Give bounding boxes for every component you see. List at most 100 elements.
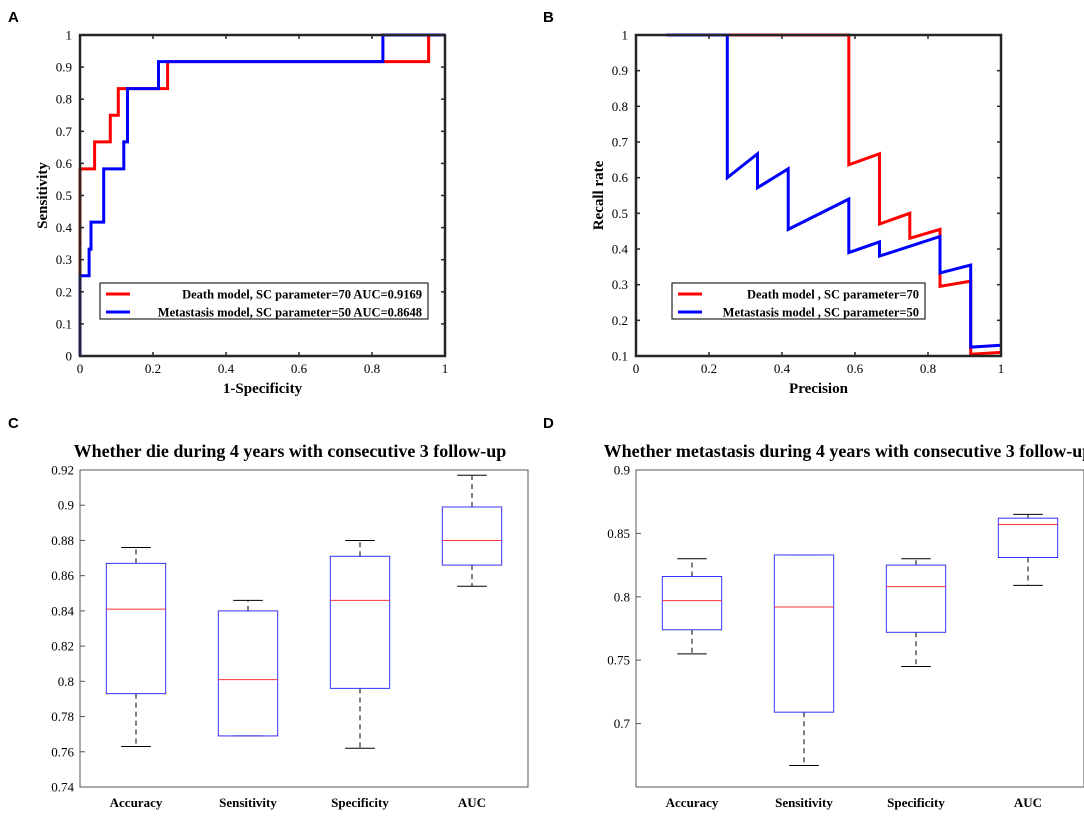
x-tick-label: 1 [442,361,449,376]
x-axis-label: Precision [789,381,849,397]
y-tick-label: 0.92 [51,463,74,478]
box-accuracy: Accuracy [661,558,723,810]
y-tick-label: 0.3 [56,252,72,267]
y-tick-label: 0.76 [51,744,74,759]
y-tick-label: 0.9 [58,498,74,513]
y-tick-label: 0.86 [51,568,74,583]
x-tick-label: 0.6 [847,361,864,376]
panel-b: 0 0.2 0.4 0.6 0.8 1 0.1 0.2 0.3 0.4 0.5 0.6 0.7 0.8 0.… [591,28,1004,398]
y-tick-label: 0.9 [612,63,628,78]
panel-a: 0 0.2 0.4 0.6 0.8 1 0 0.1 0.2 0.3 0.4 0.5 0.6 0.7 0.8 0… [35,28,448,398]
x-axis-label: 1-Specificity [223,381,303,397]
legend-label-2: Metastasis model, SC parameter=50 AUC=0.… [158,306,422,320]
y-tick-label: 0.1 [612,349,628,364]
legend: Death model, SC parameter=70 AUC=0.9169 M… [99,282,429,320]
y-tick-label: 0.4 [612,242,629,257]
box-accuracy: Accuracy [105,546,167,810]
panel-letter-b: B [543,9,554,26]
y-tick-label: 0.4 [56,220,73,235]
y-axis-label: Recall rate [591,160,607,230]
y-tick-label: 0.1 [56,316,72,331]
axes-frame [79,469,529,788]
iqr-box [773,554,835,713]
x-category-label: Sensitivity [219,795,277,810]
y-tick-label: 0.75 [607,653,630,668]
y-tick-label: 0.2 [612,313,628,328]
box-specificity: Specificity [329,539,391,810]
y-tick-label: 1 [66,28,73,43]
y-tick-label: 0.3 [612,277,628,292]
y-tick-label: 0.5 [56,188,72,203]
x-tick-label: 0.8 [364,361,380,376]
y-tick-label: 0.8 [58,674,74,689]
y-tick-label: 0.6 [56,156,73,171]
y-tick-label: 0.7 [56,124,73,139]
y-tick-label: 0.74 [51,780,74,795]
x-tick-label: 0.2 [145,361,161,376]
iqr-box [329,555,391,689]
y-tick-label: 0.82 [51,639,74,654]
box-sensitivity: Sensitivity [217,599,279,810]
x-tick-label: 0 [77,361,84,376]
y-tick-label: 0.8 [614,589,630,604]
legend-label-1: Death model , SC parameter=70 [747,288,919,302]
box-specificity: Specificity [885,558,947,810]
x-tick-label: 1 [998,361,1005,376]
iqr-box [885,564,947,633]
legend-box [671,282,926,320]
x-category-label: Accuracy [666,795,719,810]
panel-title: Whether metastasis during 4 years with c… [604,441,1084,461]
iqr-box [997,517,1059,558]
x-tick-label: 0.4 [218,361,235,376]
x-category-label: Accuracy [110,795,163,810]
x-tick-label: 0.2 [701,361,717,376]
y-tick-label: 0.85 [607,526,630,541]
panel-letter-d: D [543,415,554,432]
y-tick-label: 0.8 [56,92,72,107]
iqr-box [441,506,503,566]
panel-letter-a: A [8,9,19,26]
series-line-2 [666,33,1002,349]
legend-label-1: Death model, SC parameter=70 AUC=0.9169 [182,288,422,302]
legend: Death model , SC parameter=70 Metastasis … [671,282,926,320]
series-line-2 [78,33,445,356]
legend-label-2: Metastasis model , SC parameter=50 [723,306,919,320]
panel-letter-c: C [8,415,19,432]
y-tick-label: 0 [66,349,73,364]
x-tick-label: 0.6 [291,361,308,376]
y-tick-label: 0.88 [51,533,74,548]
x-tick-label: 0.8 [920,361,936,376]
box-sensitivity: Sensitivity [773,554,835,810]
y-tick-label: 1 [622,28,629,43]
y-tick-label: 0.8 [612,99,628,114]
y-tick-label: 0.84 [51,603,74,618]
x-category-label: Specificity [331,795,389,810]
y-tick-label: 0.7 [612,135,629,150]
box-auc: AUC [441,474,503,810]
x-category-label: AUC [458,795,486,810]
y-tick-label: 0.9 [56,60,72,75]
y-tick-label: 0.7 [614,716,631,731]
axes-frame [634,33,1003,358]
legend-box [99,282,429,320]
iqr-box [661,576,723,631]
x-category-label: Specificity [887,795,945,810]
x-tick-label: 0 [633,361,640,376]
y-tick-label: 0.6 [612,170,629,185]
x-category-label: AUC [1014,795,1042,810]
panel-d: Whether metastasis during 4 years with c… [604,441,1084,810]
y-axis-label: Sensitivity [35,162,51,229]
panel-title: Whether die during 4 years with consecut… [74,441,507,461]
iqr-box [105,562,167,695]
axes-frame [635,469,1084,788]
y-tick-label: 0.2 [56,284,72,299]
y-tick-label: 0.9 [614,463,630,478]
panel-c: Whether die during 4 years with consecut… [51,441,529,810]
iqr-box [217,610,279,737]
y-tick-label: 0.78 [51,709,74,724]
x-tick-label: 0.4 [774,361,791,376]
y-tick-label: 0.5 [612,206,628,221]
box-auc: AUC [997,513,1059,810]
x-category-label: Sensitivity [775,795,833,810]
